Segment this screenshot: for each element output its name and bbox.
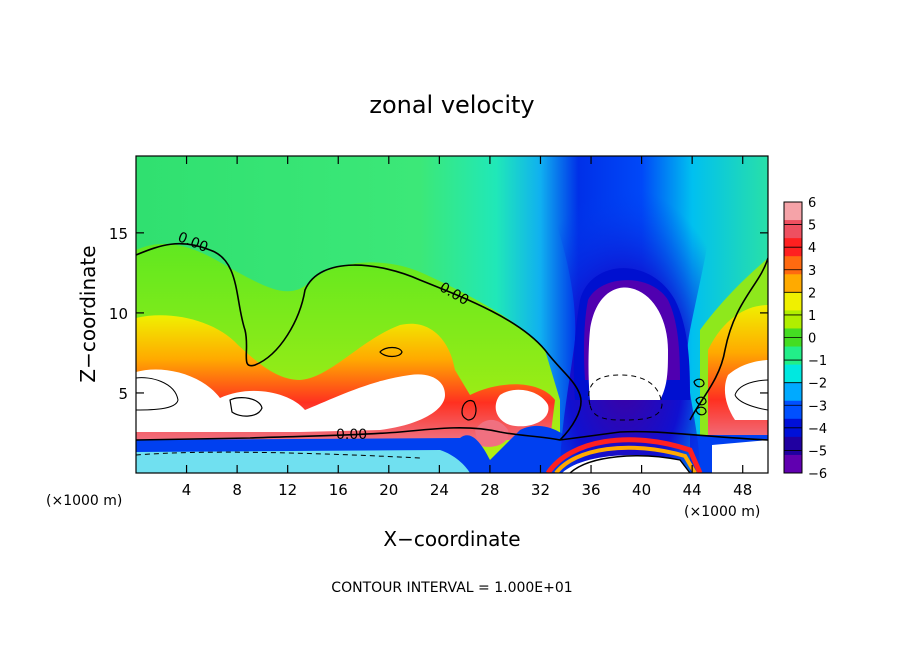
x-tick-label: 48 [733,481,752,499]
colorbar-tick-label: −3 [808,399,827,414]
colorbar-tick-label: 1 [808,309,816,324]
x-unit-right: (×1000 m) [684,504,760,520]
colorbar: 6 5 4 3 2 1 0 −1 −2 −3 −4 −5 −6 [783,196,827,482]
small-loop-3 [229,397,263,417]
y-tick-label: 15 [109,225,128,243]
cyan-bottom-layer [136,450,470,473]
colorbar-swatch [784,346,802,366]
x-tick-label: 36 [581,481,600,499]
x-tick-label: 28 [480,481,499,499]
white-region-mid [495,389,549,427]
solid-contour-bottom [569,455,691,473]
x-tick-label: 4 [182,481,192,499]
small-loop-2 [461,399,477,421]
colorbar-swatch [784,274,802,293]
colorbar-tick-label: 3 [808,264,816,279]
zero-contour-right [689,257,768,421]
dashed-contour [588,374,663,421]
colorbar-tick-label: −6 [808,467,827,482]
colorbar-swatch [784,220,802,239]
x-tick-label: 20 [379,481,398,499]
loop-right-white [734,379,768,411]
x-tick-label: 12 [278,481,297,499]
colorbar-swatch [784,202,802,221]
white-region-left [136,369,445,432]
zero-contour-lower [136,427,768,441]
colorbar-tick-label: 0 [808,332,816,347]
colorbar-swatch [784,292,802,311]
white-dome [588,287,668,400]
plot-field [136,156,768,473]
white-region-right [724,360,768,420]
colorbar-tick-label: 5 [808,219,816,234]
colorbar-tick-label: 2 [808,286,816,301]
colorbar-tick-label: −4 [808,422,827,437]
small-loop-1 [379,346,403,358]
colorbar-tick-label: 6 [808,196,816,211]
x-tick-label: 16 [329,481,348,499]
y-axis-label: Z−coordinate [76,245,100,382]
x-axis-label: X−coordinate [383,527,520,551]
small-loop-4 [693,378,705,388]
x-tick-label: 32 [531,481,550,499]
colorbar-swatch [784,400,802,420]
x-tick-label: 44 [683,481,702,499]
colorbar-swatch [784,436,802,456]
chart-title: zonal velocity [369,91,534,119]
orange-arc [554,445,697,473]
plot-frame [135,155,769,474]
colorbar-swatch [784,454,802,474]
pink-patch [475,419,509,447]
y-tick-label: 5 [118,385,128,403]
x-unit-left: (×1000 m) [46,493,122,509]
x-tick-label: 40 [632,481,651,499]
contour-label-lower: 0.00 [336,427,367,443]
colorbar-tick-label: −5 [808,444,827,459]
colorbar-swatch [784,364,802,384]
small-loop-5 [695,396,707,406]
y-tick-label: 10 [109,305,128,323]
x-tick-label: 24 [430,481,449,499]
contour-interval-note: CONTOUR INTERVAL = 1.000E+01 [331,580,572,596]
colorbar-tick-label: −2 [808,377,827,392]
colorbar-swatch [784,310,802,329]
white-bottom-right [712,440,768,473]
x-tick-label: 8 [232,481,242,499]
x-axis-ticks: 4 8 12 16 20 24 28 32 36 40 44 48 [182,156,752,499]
colorbar-swatch [784,256,802,275]
colorbar-tick-label: −1 [808,354,827,369]
colorbar-tick-label: 4 [808,241,816,256]
red-arc [545,437,703,473]
small-loop-6 [695,406,707,416]
loop-left-white [136,377,179,411]
y-axis-ticks: 5 10 15 [109,225,768,403]
white-base [562,455,690,473]
zero-contour-upper [136,242,582,441]
colorbar-swatch [784,382,802,402]
dashed-contour-bottom [136,451,421,459]
